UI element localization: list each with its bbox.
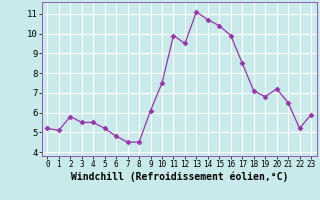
X-axis label: Windchill (Refroidissement éolien,°C): Windchill (Refroidissement éolien,°C) — [70, 172, 288, 182]
